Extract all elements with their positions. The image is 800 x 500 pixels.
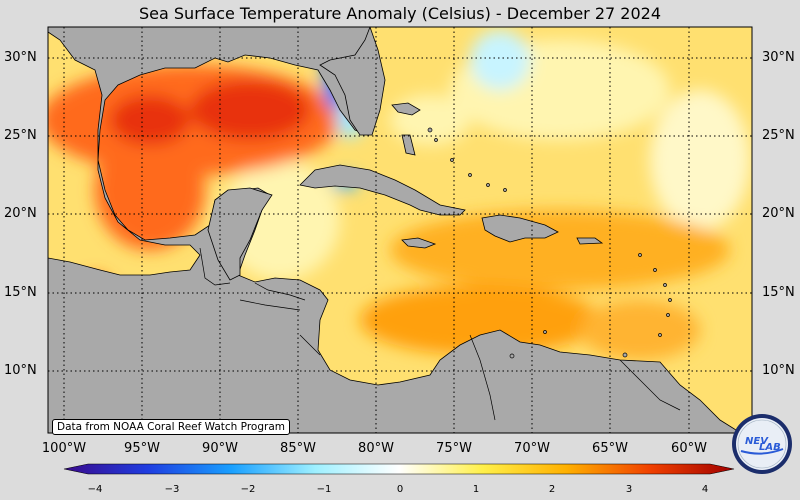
colorbar-tick-2: 2 <box>548 484 556 495</box>
lat-label-left-30: 30°N <box>4 50 37 65</box>
data-credit-box: Data from NOAA Coral Reef Watch Program <box>52 419 290 435</box>
colorbar-tick-neg2: −2 <box>240 484 256 495</box>
lon-label-90w: 90°W <box>202 441 238 456</box>
lon-label-70w: 70°W <box>514 441 550 456</box>
lon-label-75w: 75°W <box>436 441 472 456</box>
colorbar <box>63 463 735 475</box>
land <box>48 27 752 433</box>
colorbar-tick-0: 0 <box>396 484 404 495</box>
graticule <box>48 27 752 433</box>
lon-label-95w: 95°W <box>124 441 160 456</box>
lon-label-85w: 85°W <box>280 441 316 456</box>
map-title: Sea Surface Temperature Anomaly (Celsius… <box>139 4 661 23</box>
lat-label-left-10: 10°N <box>4 363 37 378</box>
colorbar-tick-neg3: −3 <box>164 484 180 495</box>
lat-label-right-20: 20°N <box>762 206 795 221</box>
nev-lab-logo: NEV LAB <box>732 414 792 474</box>
colorbar-tick-neg4: −4 <box>87 484 103 495</box>
colorbar-tick-3: 3 <box>625 484 633 495</box>
colorbar-tick-1: 1 <box>472 484 480 495</box>
lat-label-right-10: 10°N <box>762 363 795 378</box>
lon-label-80w: 80°W <box>358 441 394 456</box>
colorbar-tick-4: 4 <box>701 484 709 495</box>
lat-label-left-15: 15°N <box>4 285 37 300</box>
lat-label-right-15: 15°N <box>762 285 795 300</box>
svg-text:NEV: NEV <box>745 436 769 447</box>
lon-label-65w: 65°W <box>592 441 628 456</box>
small-islands <box>427 127 672 359</box>
lon-label-60w: 60°W <box>671 441 707 456</box>
lon-label-100w: 100°W <box>41 441 87 456</box>
lat-label-left-25: 25°N <box>4 128 37 143</box>
lat-label-right-25: 25°N <box>762 128 795 143</box>
svg-text:LAB: LAB <box>759 442 781 453</box>
lat-label-left-20: 20°N <box>4 206 37 221</box>
lat-label-right-30: 30°N <box>762 50 795 65</box>
colorbar-tick-neg1: −1 <box>316 484 332 495</box>
